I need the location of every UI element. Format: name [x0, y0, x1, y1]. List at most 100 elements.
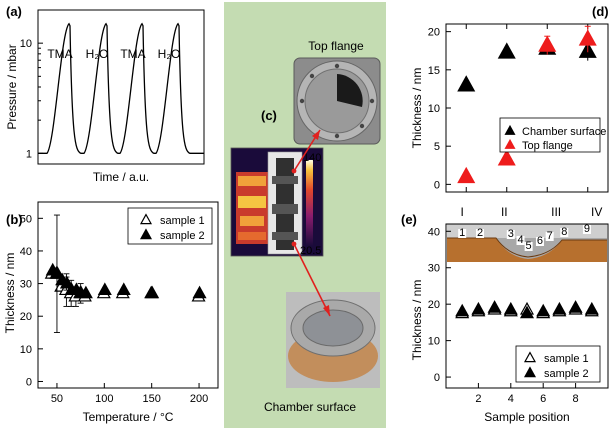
panel-e-ytick-label: 30 [428, 263, 440, 275]
panel-d-point [497, 42, 516, 59]
inset-number: 7 [547, 230, 553, 242]
panel-d-ytick-label: 5 [434, 141, 440, 153]
panel-e-xtick-label: 4 [508, 393, 514, 405]
panel-b-xtick-label: 100 [95, 393, 113, 405]
inset-number-bg [535, 237, 544, 246]
inset-number-bg [524, 242, 533, 251]
pressure-curve [38, 22, 204, 154]
inset-number: 1 [459, 227, 465, 239]
pulse-label: TMA [47, 47, 72, 61]
panel-e-top-label: II [501, 205, 508, 219]
inset-number: 3 [508, 228, 514, 240]
panel-c-label: (c) [261, 108, 277, 123]
panel-b-point-2 [192, 285, 207, 299]
panel-e-point-2 [471, 301, 486, 315]
panel-b-label: (b) [6, 212, 23, 227]
panel-e-legend-marker [523, 366, 537, 378]
inset-number-bg [582, 225, 591, 234]
chamber-surface-photo [286, 292, 380, 388]
colorbar-max: 140 [303, 152, 321, 164]
thermal-image [230, 147, 324, 257]
top-flange-label: Top flange [308, 39, 364, 53]
inset-number-bg [476, 229, 485, 238]
panel-e-ytick-label: 10 [428, 336, 440, 348]
panel-d-ytick-label: 20 [428, 27, 440, 39]
panel-d-ylabel: Thickness / nm [410, 68, 424, 149]
panel-c: Top flange (c) [224, 2, 386, 428]
panel-d-legend-box [499, 117, 601, 153]
panel-e-legend-label: sample 2 [544, 368, 589, 380]
panel-d-marks [457, 25, 597, 184]
panel-b-xtick-label: 200 [190, 393, 208, 405]
panel-e-top-label: III [551, 205, 561, 219]
thermal-colorbar [306, 160, 313, 246]
panel-b-legend: sample 1 sample 2 [139, 213, 205, 242]
panel-d-point [578, 29, 597, 46]
panel-e-legend-label: sample 1 [544, 353, 589, 365]
panel-a-ytick-label: 10 [20, 38, 32, 50]
panel-b-ytick-label: 30 [20, 279, 32, 291]
panel-d-point [538, 35, 557, 52]
inset-number: 9 [584, 223, 590, 235]
panel-b-ytick-label: 40 [20, 246, 32, 258]
inset-number-bg [458, 229, 467, 238]
panel-b-point-2 [59, 275, 74, 289]
panel-b-legend-marker [139, 228, 153, 240]
panel-d-legend-label: Chamber surface [522, 126, 606, 138]
panel-a-label: (a) [6, 4, 22, 19]
inset-number: 8 [561, 226, 567, 238]
panel-d-legend: Chamber surface Top flange [504, 124, 606, 152]
chamber-surface-label: Chamber surface [264, 400, 356, 414]
inset-number: 5 [526, 240, 532, 252]
panel-d-ytick-label: 0 [434, 179, 440, 191]
panel-e-axes: 0 10 20 30 40 2 4 6 8 [428, 226, 579, 405]
panel-e-point-2 [455, 303, 470, 317]
panel-b-legend-label: sample 1 [160, 215, 205, 227]
panel-a: (a) 1 10 TMA H₂O TMA H₂O Pressure / mbar Tim… [5, 4, 205, 184]
panel-e-label: (e) [401, 212, 417, 227]
panel-b-point-2 [116, 282, 131, 296]
panel-d-legend-marker [504, 138, 516, 149]
panel-d-point [457, 166, 476, 184]
panel-a-ytick-label: 1 [26, 148, 32, 160]
panel-d-ytick-label: 15 [428, 65, 440, 77]
panel-d-ytick-label: 10 [428, 103, 440, 115]
panel-e-ytick-label: 0 [434, 372, 440, 384]
panel-d-point [457, 75, 476, 92]
inset-number-bg [560, 228, 569, 237]
panel-e-marks [455, 300, 599, 319]
panel-b-point-2 [145, 285, 160, 299]
panel-e-xtick-label: 6 [540, 393, 546, 405]
panel-a-xlabel: Time / a.u. [93, 170, 149, 184]
panel-d-axes: 0 5 10 15 20 [428, 24, 589, 192]
panel-b-legend-marker [139, 213, 153, 225]
panel-e-point-2 [584, 301, 599, 315]
panel-b-xtick-label: 50 [51, 393, 63, 405]
panel-d-legend-marker [504, 124, 516, 135]
panel-e-top-label: IV [591, 205, 602, 219]
pulse-label: H₂O [86, 47, 109, 61]
arrow-to-chamber-surface [293, 243, 331, 317]
panel-d: (d) 0 5 10 15 20 Chamber surface Top flange T… [410, 4, 609, 193]
panel-d-point [497, 149, 516, 166]
panel-e-ytick-label: 40 [428, 226, 440, 238]
panel-b-point-2 [97, 282, 112, 296]
inset-number-bg [516, 236, 525, 245]
arrow-head-top [312, 130, 320, 140]
panel-e-legend: sample 1 sample 2 [523, 351, 589, 380]
panel-e-point-2 [552, 301, 567, 315]
panel-e-top-label: I [461, 205, 464, 219]
panel-e-xtick-label: 8 [573, 393, 579, 405]
pulse-label: H₂O [158, 47, 181, 61]
inset-number: 4 [517, 234, 523, 246]
panel-e-xlabel: Sample position [484, 410, 569, 424]
panel-b-marks [44, 214, 207, 333]
panel-b-ylabel: Thickness / nm [3, 253, 17, 334]
panel-b-frame [37, 201, 219, 389]
panel-e-ylabel: Thickness / nm [410, 280, 424, 361]
panel-a-y-ticks: 1 10 [20, 9, 43, 160]
